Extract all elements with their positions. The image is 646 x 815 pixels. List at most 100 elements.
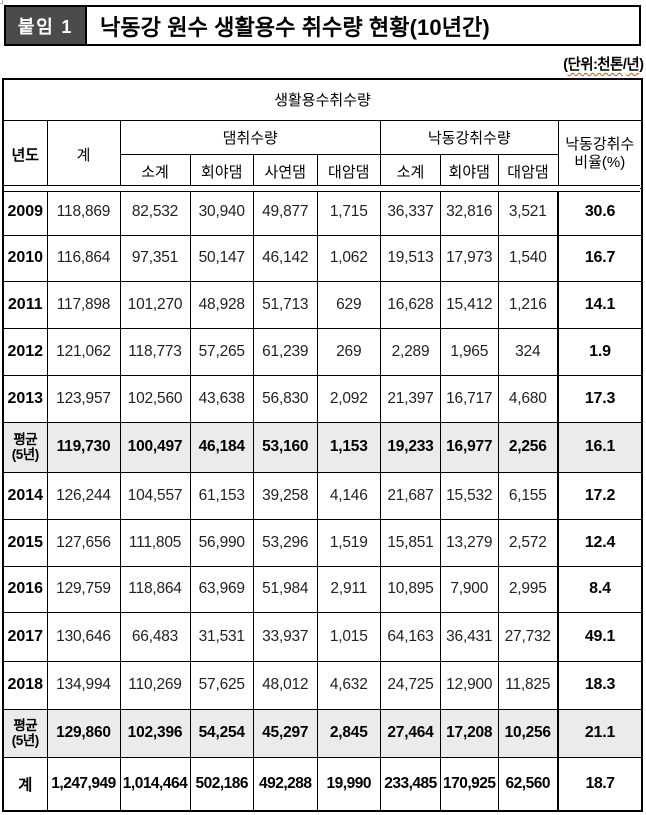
total-column-header: 계 <box>46 119 121 189</box>
value-cell: 123,957 <box>46 374 121 423</box>
value-cell: 117,898 <box>46 281 121 329</box>
value-cell: 2,256 <box>497 421 559 473</box>
ratio-cell: 18.7 <box>556 756 643 811</box>
value-cell: 324 <box>497 327 559 376</box>
header-row-groups: 년도 계 댐취수량 낙동강취수량 낙동강취수 비율(%) <box>2 119 643 189</box>
unit-note: (단위:천톤/년) <box>564 53 645 75</box>
value-cell: 629 <box>316 281 381 329</box>
value-cell: 49,877 <box>253 188 318 236</box>
year-cell: 2015 <box>2 518 48 567</box>
table-header: 생활용수취수량 년도 계 댐취수량 낙동강취수량 낙동강취수 비율(%) 소계 회… <box>2 78 643 189</box>
value-cell: 19,990 <box>316 756 381 811</box>
table-row: 2011 117,898 101,270 48,928 51,713 629 16,628 1… <box>2 281 643 329</box>
value-cell: 61,239 <box>253 327 318 376</box>
table-body: 2009 118,869 82,532 30,940 49,877 1,715 36,337… <box>2 188 643 811</box>
table-row: 2016 129,759 118,864 63,969 51,984 2,911 10,89… <box>2 565 643 613</box>
value-cell: 66,483 <box>119 611 191 662</box>
value-cell: 233,485 <box>380 756 441 811</box>
top-header-cell: 생활용수취수량 <box>2 78 643 121</box>
value-cell: 46,184 <box>189 421 254 473</box>
value-cell: 19,233 <box>380 421 441 473</box>
year-cell: 2011 <box>2 281 48 329</box>
value-cell: 16,628 <box>380 281 441 329</box>
value-cell: 1,062 <box>316 234 381 282</box>
ratio-cell: 8.4 <box>556 565 643 613</box>
value-cell: 15,851 <box>380 518 441 567</box>
value-cell: 129,860 <box>46 708 121 758</box>
ratio-cell: 17.2 <box>556 471 643 520</box>
value-cell: 3,521 <box>497 188 559 236</box>
value-cell: 1,153 <box>316 421 381 473</box>
value-cell: 100,497 <box>119 421 191 473</box>
value-cell: 1,247,949 <box>46 756 121 811</box>
document-title: 낙동강 원수 생활용수 취수량 현황(10년간) <box>87 7 639 44</box>
table-row: 평균 (5년) 119,730 100,497 46,184 53,160 1,153 19,… <box>2 421 643 473</box>
ratio-cell: 12.4 <box>556 518 643 567</box>
value-cell: 53,296 <box>253 518 318 567</box>
river-subtotal-header: 소계 <box>380 153 441 189</box>
value-cell: 56,990 <box>189 518 254 567</box>
value-cell: 126,244 <box>46 471 121 520</box>
year-column-header: 년도 <box>2 119 48 189</box>
value-cell: 33,937 <box>253 611 318 662</box>
value-cell: 39,258 <box>253 471 318 520</box>
year-cell: 2017 <box>2 611 48 662</box>
value-cell: 118,864 <box>119 565 191 613</box>
table-row: 2017 130,646 66,483 31,531 33,937 1,015 64,163… <box>2 611 643 662</box>
year-cell: 2014 <box>2 471 48 520</box>
year-cell: 평균 (5년) <box>2 708 48 758</box>
value-cell: 1,014,464 <box>119 756 191 811</box>
value-cell: 30,940 <box>189 188 254 236</box>
year-cell: 계 <box>2 756 48 811</box>
value-cell: 53,160 <box>253 421 318 473</box>
dam-hoeya-header: 회야댐 <box>189 153 254 189</box>
river-daeam-header: 대암댐 <box>497 153 559 189</box>
ratio-cell: 18.3 <box>556 660 643 710</box>
value-cell: 104,557 <box>119 471 191 520</box>
value-cell: 43,638 <box>189 374 254 423</box>
value-cell: 10,256 <box>497 708 559 758</box>
table-row: 2009 118,869 82,532 30,940 49,877 1,715 36,337… <box>2 188 643 236</box>
value-cell: 110,269 <box>119 660 191 710</box>
value-cell: 64,163 <box>380 611 441 662</box>
document-title-text: 낙동강 원수 생활용수 취수량 현황(10년간) <box>100 14 490 40</box>
value-cell: 2,572 <box>497 518 559 567</box>
value-cell: 2,845 <box>316 708 381 758</box>
value-cell: 11,825 <box>497 660 559 710</box>
value-cell: 36,431 <box>440 611 499 662</box>
dam-daeam-header: 대암댐 <box>316 153 381 189</box>
ratio-cell: 21.1 <box>556 708 643 758</box>
value-cell: 1,540 <box>497 234 559 282</box>
value-cell: 27,732 <box>497 611 559 662</box>
ratio-cell: 16.7 <box>556 234 643 282</box>
value-cell: 21,687 <box>380 471 441 520</box>
value-cell: 24,725 <box>380 660 441 710</box>
value-cell: 1,015 <box>316 611 381 662</box>
value-cell: 17,973 <box>440 234 499 282</box>
table-row: 2013 123,957 102,560 43,638 56,830 2,092 21,39… <box>2 374 643 423</box>
table-row: 2015 127,656 111,805 56,990 53,296 1,519 15,85… <box>2 518 643 567</box>
value-cell: 2,995 <box>497 565 559 613</box>
value-cell: 116,864 <box>46 234 121 282</box>
dam-sayeon-header: 사연댐 <box>253 153 318 189</box>
value-cell: 51,713 <box>253 281 318 329</box>
year-cell: 2010 <box>2 234 48 282</box>
value-cell: 121,062 <box>46 327 121 376</box>
value-cell: 4,146 <box>316 471 381 520</box>
value-cell: 4,632 <box>316 660 381 710</box>
value-cell: 63,969 <box>189 565 254 613</box>
value-cell: 2,289 <box>380 327 441 376</box>
river-hoeya-header: 회야댐 <box>440 153 499 189</box>
value-cell: 1,216 <box>497 281 559 329</box>
value-cell: 127,656 <box>46 518 121 567</box>
value-cell: 36,337 <box>380 188 441 236</box>
attachment-badge: 붙임 1 <box>6 7 87 44</box>
ratio-cell: 49.1 <box>556 611 643 662</box>
value-cell: 32,816 <box>440 188 499 236</box>
value-cell: 119,730 <box>46 421 121 473</box>
value-cell: 27,464 <box>380 708 441 758</box>
value-cell: 19,513 <box>380 234 441 282</box>
table-row: 2010 116,864 97,351 50,147 46,142 1,062 19,513… <box>2 234 643 282</box>
value-cell: 6,155 <box>497 471 559 520</box>
value-cell: 15,412 <box>440 281 499 329</box>
